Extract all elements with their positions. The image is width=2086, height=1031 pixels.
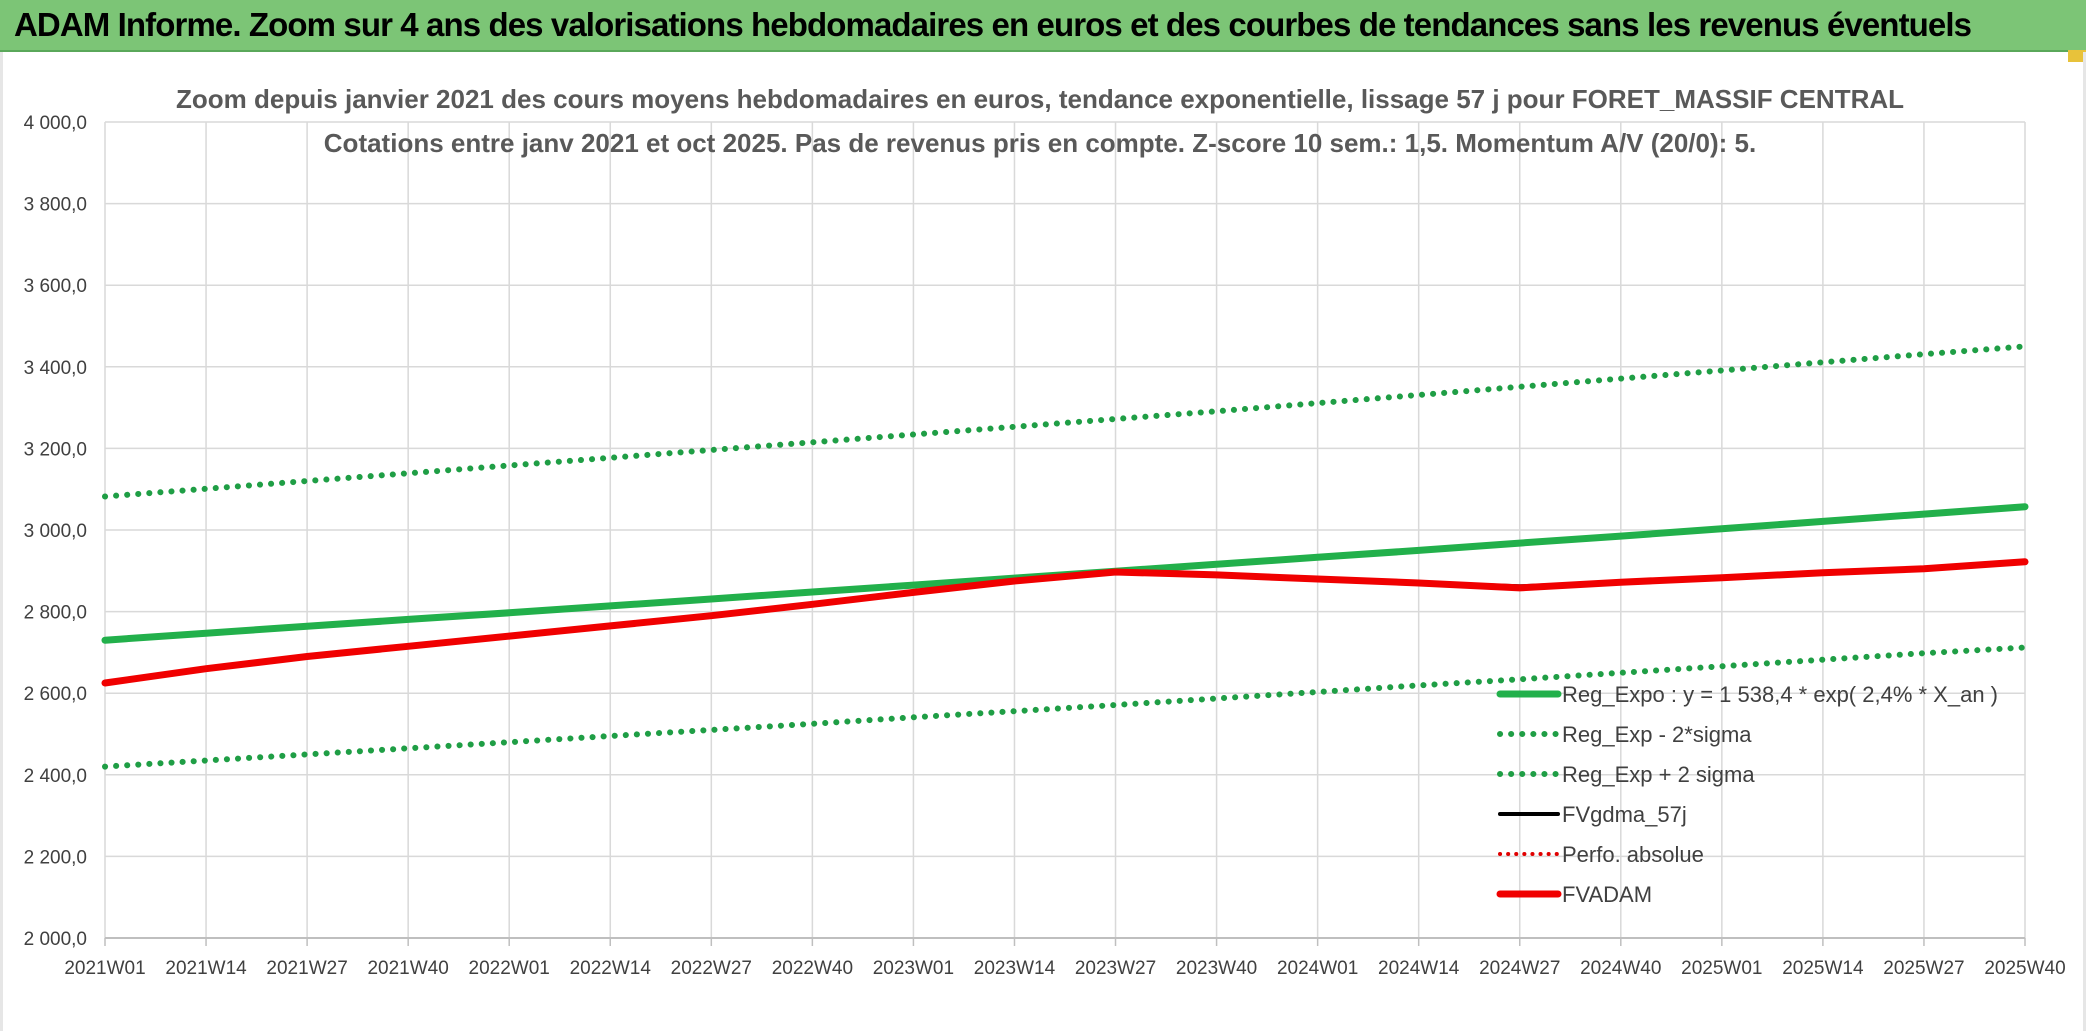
banner: ADAM Informe. Zoom sur 4 ans des valoris… [0, 0, 2086, 52]
legend-label: FVgdma_57j [1562, 802, 1687, 827]
x-tick-label: 2024W40 [1580, 958, 1661, 979]
series [101, 343, 2029, 770]
x-tick-label: 2022W40 [772, 958, 853, 979]
legend-label: FVADAM [1562, 882, 1652, 907]
y-tick-label: 3 800,0 [24, 195, 87, 216]
y-tick-label: 2 200,0 [24, 847, 87, 868]
grid [104, 121, 2026, 939]
y-tick-label: 3 000,0 [24, 521, 87, 542]
x-tick-label: 2024W14 [1378, 958, 1460, 979]
legend-label: Reg_Exp + 2 sigma [1562, 762, 1755, 787]
x-tick-label: 2022W27 [671, 958, 752, 979]
x-tick-label: 2024W01 [1277, 958, 1358, 979]
x-tick-label: 2022W01 [469, 958, 550, 979]
series-line-fvadam [101, 558, 2029, 687]
legend-label: Reg_Exp - 2*sigma [1562, 722, 1752, 747]
x-tick-label: 2023W40 [1176, 958, 1257, 979]
axes: 2 000,0 2 200,0 2 400,0 2 600,0 2 800,0 3 000… [24, 113, 2066, 979]
x-tick-label: 2025W14 [1782, 958, 1864, 979]
y-tick-label: 3 400,0 [24, 358, 87, 379]
chart-frame [0, 52, 2086, 1031]
legend-label: Perfo. absolue [1562, 842, 1704, 867]
x-tick-label: 2023W27 [1075, 958, 1156, 979]
chart-title: Zoom depuis janvier 2021 des cours moyen… [176, 84, 1904, 114]
x-tick-label: 2021W27 [266, 958, 347, 979]
y-tick-label: 3 600,0 [24, 276, 87, 297]
series-line-reg-exp [102, 343, 2028, 500]
y-tick-label: 2 800,0 [24, 603, 87, 624]
y-tick-label: 2 400,0 [24, 766, 87, 787]
x-tick-label: 2022W14 [570, 958, 652, 979]
y-tick-label: 2 000,0 [24, 929, 87, 950]
x-tick-label: 2021W40 [367, 958, 448, 979]
x-tick-label: 2021W14 [165, 958, 247, 979]
x-tick-label: 2025W27 [1883, 958, 1964, 979]
banner-title: ADAM Informe. Zoom sur 4 ans des valoris… [14, 6, 1972, 43]
legend: Reg_Expo : y = 1 538,4 * exp( 2,4% * X_a… [1496, 682, 1998, 907]
chart-subtitle: Cotations entre janv 2021 et oct 2025. P… [324, 128, 1756, 158]
x-tick-label: 2025W40 [1984, 958, 2065, 979]
series-line-reg-exp [102, 644, 2028, 770]
y-tick-label: 2 600,0 [24, 684, 87, 705]
x-tick-label: 2025W01 [1681, 958, 1762, 979]
y-tick-label: 3 200,0 [24, 439, 87, 460]
x-tick-label: 2023W14 [974, 958, 1056, 979]
legend-label: Reg_Expo : y = 1 538,4 * exp( 2,4% * X_a… [1562, 682, 1998, 707]
corner-mark [2068, 50, 2086, 62]
y-tick-label: 4 000,0 [24, 113, 87, 134]
x-tick-label: 2021W01 [64, 958, 145, 979]
x-tick-label: 2023W01 [873, 958, 954, 979]
x-tick-label: 2024W27 [1479, 958, 1560, 979]
